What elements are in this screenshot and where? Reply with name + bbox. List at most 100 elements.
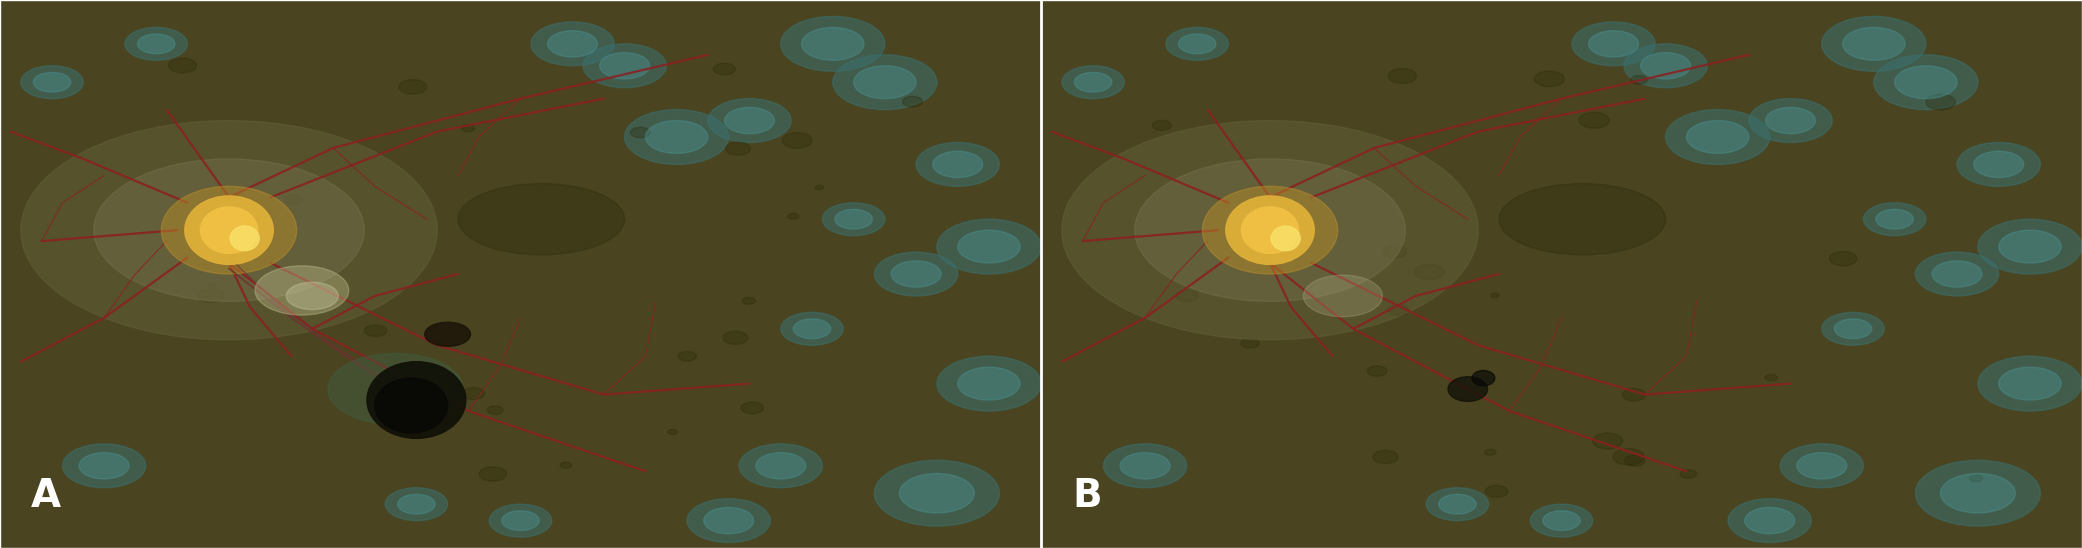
Circle shape	[1484, 486, 1507, 498]
Circle shape	[625, 110, 729, 164]
Circle shape	[327, 353, 462, 425]
Circle shape	[708, 99, 791, 142]
Circle shape	[125, 27, 187, 60]
Circle shape	[208, 282, 217, 287]
Ellipse shape	[375, 378, 448, 433]
Circle shape	[1389, 68, 1416, 83]
Circle shape	[21, 121, 437, 340]
Circle shape	[1624, 455, 1645, 466]
Circle shape	[1830, 252, 1857, 266]
Circle shape	[958, 230, 1020, 263]
Circle shape	[1439, 494, 1476, 514]
Circle shape	[835, 209, 872, 229]
Circle shape	[899, 473, 974, 513]
Circle shape	[462, 124, 475, 132]
Circle shape	[400, 79, 427, 94]
Circle shape	[1178, 34, 1216, 54]
Ellipse shape	[458, 184, 625, 255]
Circle shape	[916, 142, 999, 186]
Circle shape	[1166, 27, 1228, 60]
Circle shape	[560, 462, 573, 469]
Circle shape	[1797, 453, 1847, 479]
Circle shape	[1062, 66, 1124, 99]
Circle shape	[1103, 444, 1187, 488]
Circle shape	[600, 53, 650, 79]
Circle shape	[1534, 71, 1564, 87]
Circle shape	[1686, 121, 1749, 153]
Circle shape	[1999, 367, 2061, 400]
Circle shape	[783, 133, 812, 148]
Circle shape	[1874, 55, 1978, 110]
Circle shape	[1572, 22, 1655, 66]
Circle shape	[937, 356, 1041, 411]
Circle shape	[33, 72, 71, 92]
Circle shape	[283, 195, 302, 204]
Ellipse shape	[1472, 370, 1495, 386]
Circle shape	[1543, 511, 1580, 530]
Circle shape	[1974, 151, 2024, 178]
Ellipse shape	[1241, 207, 1299, 254]
Circle shape	[79, 453, 129, 479]
Ellipse shape	[162, 186, 296, 274]
Circle shape	[1372, 450, 1399, 464]
Circle shape	[668, 429, 677, 435]
Circle shape	[679, 351, 697, 361]
Circle shape	[874, 460, 999, 526]
Circle shape	[1622, 389, 1647, 401]
Circle shape	[958, 367, 1020, 400]
Text: B: B	[1072, 477, 1101, 515]
Ellipse shape	[185, 196, 273, 265]
Circle shape	[1745, 507, 1795, 534]
Circle shape	[1957, 142, 2040, 186]
Circle shape	[725, 142, 750, 155]
Circle shape	[1614, 449, 1645, 465]
Circle shape	[933, 151, 983, 178]
Circle shape	[1915, 460, 2040, 526]
Circle shape	[1999, 230, 2061, 263]
Circle shape	[479, 467, 506, 481]
Circle shape	[1978, 219, 2082, 274]
Circle shape	[1368, 366, 1387, 376]
Circle shape	[1863, 203, 1926, 236]
Circle shape	[781, 16, 885, 71]
Circle shape	[1834, 319, 1872, 339]
Circle shape	[1578, 112, 1609, 128]
Circle shape	[385, 488, 448, 521]
Circle shape	[802, 27, 864, 60]
Circle shape	[1530, 504, 1593, 537]
Circle shape	[1728, 499, 1811, 543]
Circle shape	[462, 387, 485, 399]
Circle shape	[1749, 99, 1832, 142]
Circle shape	[487, 406, 504, 414]
Circle shape	[714, 63, 735, 75]
Circle shape	[62, 444, 146, 488]
Circle shape	[1151, 121, 1172, 130]
Circle shape	[741, 402, 764, 414]
Circle shape	[787, 213, 799, 219]
Circle shape	[793, 319, 831, 339]
Circle shape	[1491, 293, 1499, 298]
Circle shape	[1382, 246, 1407, 258]
Circle shape	[198, 289, 223, 302]
Circle shape	[1641, 53, 1691, 79]
Circle shape	[1926, 94, 1955, 110]
Circle shape	[1915, 252, 1999, 296]
Circle shape	[739, 444, 822, 488]
Ellipse shape	[366, 362, 466, 438]
Ellipse shape	[200, 207, 258, 254]
Circle shape	[891, 261, 941, 287]
Ellipse shape	[1449, 377, 1487, 401]
Text: A: A	[31, 477, 60, 515]
Circle shape	[531, 22, 614, 66]
Circle shape	[94, 159, 364, 301]
Ellipse shape	[1226, 196, 1314, 265]
Circle shape	[1484, 449, 1497, 455]
Circle shape	[583, 44, 666, 88]
Circle shape	[704, 507, 754, 534]
Circle shape	[398, 494, 435, 514]
Circle shape	[631, 127, 650, 138]
Circle shape	[137, 34, 175, 54]
Circle shape	[1303, 275, 1382, 317]
Circle shape	[814, 185, 822, 190]
Circle shape	[874, 252, 958, 296]
